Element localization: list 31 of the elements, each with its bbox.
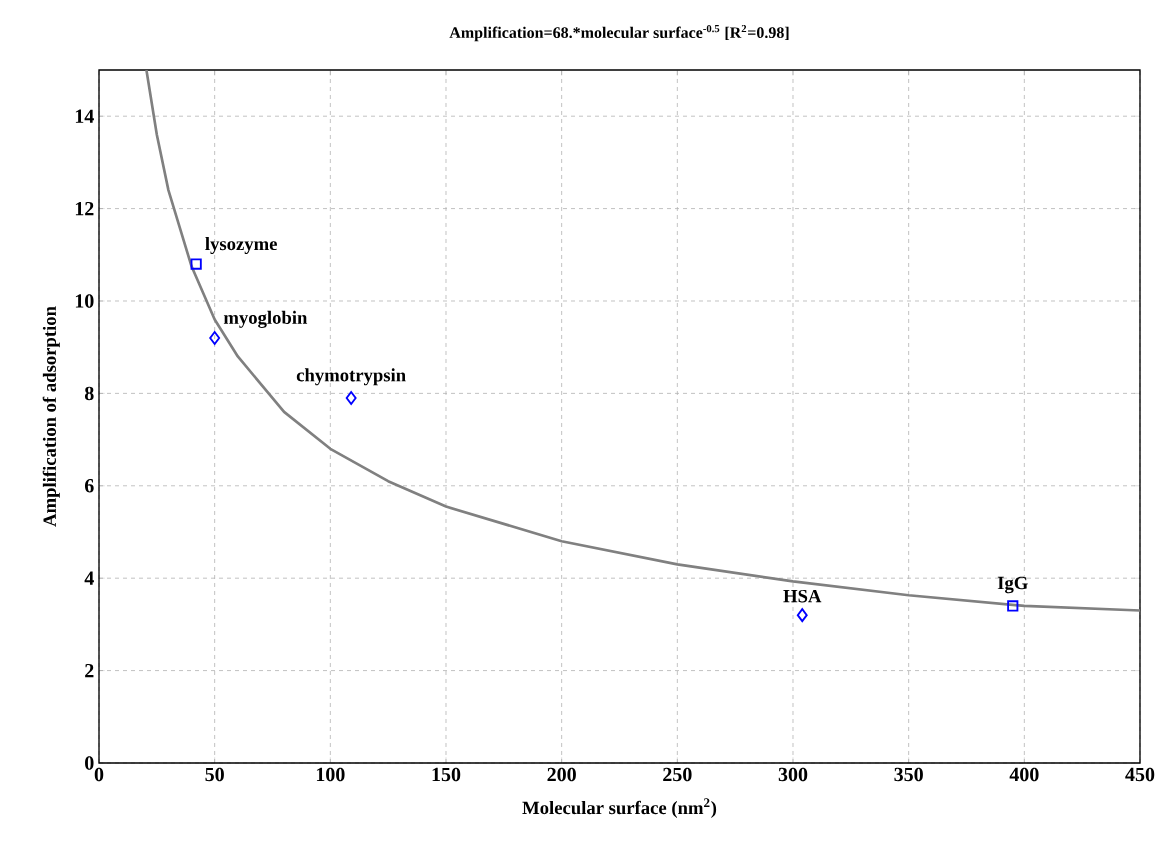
x-tick-label: 350	[894, 767, 923, 782]
point	[190, 258, 202, 270]
point	[796, 608, 808, 623]
y-tick-label: 8	[84, 386, 94, 401]
annotation: HSA	[783, 589, 822, 603]
x-tick-label: 200	[547, 767, 576, 782]
x-tick-label: 250	[663, 767, 692, 782]
y-axis-title: Amplification of adsorption	[42, 306, 60, 527]
x-tick-label: 100	[316, 767, 345, 782]
x-tick-label: 300	[778, 767, 808, 782]
annotation: chymotrypsin	[296, 368, 406, 386]
annotation: myoglobin	[223, 310, 308, 328]
x-tick-label: 450	[1125, 767, 1155, 782]
point	[1007, 600, 1019, 612]
y-tick-label: 0	[85, 756, 94, 770]
x-tick-label: 400	[1009, 767, 1039, 782]
point	[209, 331, 221, 345]
x-tick-label: 150	[432, 767, 461, 782]
chart-title: Amplification=68.*molecular surface$^{-0.5}$ [R$^{2}$=0.98]	[449, 24, 789, 42]
y-tick-label: 4	[84, 571, 94, 585]
y-tick-label: 12	[75, 201, 94, 216]
point	[345, 391, 357, 405]
y-tick-label: 2	[85, 663, 94, 678]
x-tick-label: 50	[205, 767, 224, 782]
line-series	[145, 69, 1140, 612]
annotation: lysozyme	[205, 236, 277, 254]
y-tick-label: 14	[75, 109, 94, 123]
y-tick-label: 6	[84, 479, 94, 493]
y-tick-label: 10	[75, 294, 94, 308]
annotation: IgG	[997, 576, 1028, 594]
x-axis-title: Molecular surface (nm$^{2}$)	[522, 798, 717, 818]
